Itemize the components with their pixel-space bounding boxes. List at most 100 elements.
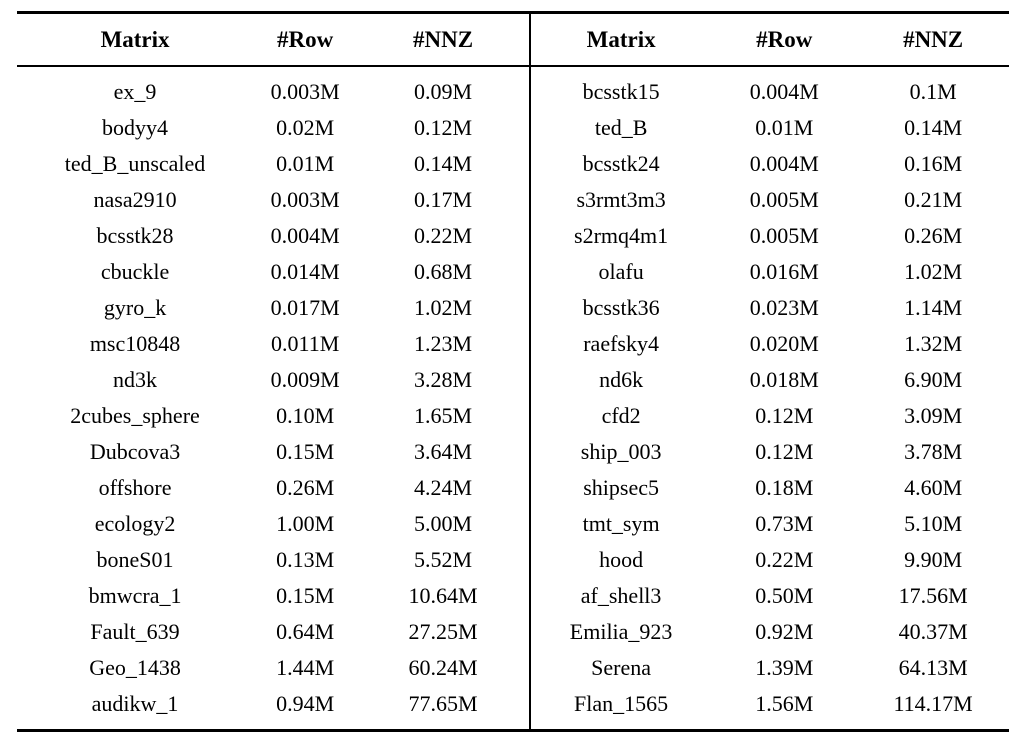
header-matrix-left: Matrix	[17, 12, 254, 67]
nnz-count-cell: 10.64M	[408, 583, 478, 608]
row-count-cell: 0.017M	[270, 295, 340, 320]
matrix-name-cell: hood	[528, 542, 712, 578]
row-count-cell: 0.50M	[755, 583, 814, 608]
matrix-name-cell: gyro_k	[103, 295, 167, 320]
matrix-name-cell: cfd2	[528, 398, 712, 434]
nnz-count-cell: 5.00M	[414, 511, 473, 536]
row-count-cell: 0.004M	[270, 223, 340, 248]
nnz-count-cell: 5.10M	[904, 511, 963, 536]
matrix-name-cell: raefsky4	[528, 326, 712, 362]
matrix-name-cell: ted_B_unscaled	[64, 151, 206, 176]
nnz-count-cell: 5.52M	[414, 547, 473, 572]
nnz-count-cell: 3.78M	[904, 439, 963, 464]
row-count-cell: 0.13M	[276, 547, 335, 572]
nnz-count-cell: 3.09M	[904, 403, 963, 428]
nnz-count-cell: 0.68M	[414, 259, 473, 284]
table-row: nd3k 0.009M 3.28M nd6k 0.018M 6.90M	[17, 362, 1009, 398]
nnz-count-cell: 77.65M	[408, 691, 478, 716]
matrix-name-cell: olafu	[528, 254, 712, 290]
table-row: ted_B_unscaled 0.01M 0.14M bcsstk24 0.004M 0.…	[17, 146, 1009, 182]
matrix-name-cell: bcsstk15	[528, 66, 712, 110]
matrix-name-cell: ex_9	[113, 79, 157, 104]
table-row: gyro_k 0.017M 1.02M bcsstk36 0.023M 1.14M	[17, 290, 1009, 326]
table-row: 2cubes_sphere 0.10M 1.65M cfd2 0.12M 3.09M	[17, 398, 1009, 434]
table-row: bcsstk28 0.004M 0.22M s2rmq4m1 0.005M 0.26M	[17, 218, 1009, 254]
table-body: ex_9 0.003M 0.09M bcsstk15 0.004M 0.1M bodyy4 0…	[17, 66, 1009, 731]
row-count-cell: 0.023M	[749, 295, 819, 320]
matrix-name-cell: audikw_1	[91, 691, 179, 716]
nnz-count-cell: 6.90M	[904, 367, 963, 392]
row-count-cell: 0.15M	[276, 439, 335, 464]
nnz-count-cell: 0.1M	[909, 79, 957, 104]
matrix-name-cell: Flan_1565	[528, 686, 712, 731]
row-count-cell: 0.004M	[749, 151, 819, 176]
row-count-cell: 0.92M	[755, 619, 814, 644]
table-row: ex_9 0.003M 0.09M bcsstk15 0.004M 0.1M	[17, 66, 1009, 110]
row-count-cell: 0.005M	[749, 187, 819, 212]
nnz-count-cell: 9.90M	[904, 547, 963, 572]
matrix-name-cell: s2rmq4m1	[528, 218, 712, 254]
row-count-cell: 0.005M	[749, 223, 819, 248]
header-nnz-right: #NNZ	[857, 12, 1009, 67]
nnz-count-cell: 4.60M	[904, 475, 963, 500]
matrix-name-cell: af_shell3	[528, 578, 712, 614]
header-nnz-left: #NNZ	[357, 12, 530, 67]
matrix-name-cell: Fault_639	[90, 619, 180, 644]
row-count-cell: 0.018M	[749, 367, 819, 392]
row-count-cell: 1.39M	[755, 655, 814, 680]
nnz-count-cell: 1.14M	[904, 295, 963, 320]
row-count-cell: 0.94M	[276, 691, 335, 716]
matrix-name-cell: Dubcova3	[89, 439, 181, 464]
row-count-cell: 0.004M	[749, 79, 819, 104]
nnz-count-cell: 0.26M	[904, 223, 963, 248]
row-count-cell: 0.64M	[276, 619, 335, 644]
row-count-cell: 0.003M	[270, 79, 340, 104]
matrix-name-cell: Emilia_923	[528, 614, 712, 650]
nnz-count-cell: 0.14M	[414, 151, 473, 176]
matrix-name-cell: 2cubes_sphere	[70, 403, 200, 428]
table-row: Geo_1438 1.44M 60.24M Serena 1.39M 64.13M	[17, 650, 1009, 686]
row-count-cell: 0.01M	[755, 115, 814, 140]
table-row: cbuckle 0.014M 0.68M olafu 0.016M 1.02M	[17, 254, 1009, 290]
nnz-count-cell: 1.32M	[904, 331, 963, 356]
nnz-count-cell: 1.02M	[414, 295, 473, 320]
matrix-name-cell: boneS01	[96, 547, 174, 572]
matrix-name-cell: ecology2	[94, 511, 176, 536]
table-row: bmwcra_1 0.15M 10.64M af_shell3 0.50M 17.56M	[17, 578, 1009, 614]
nnz-count-cell: 4.24M	[414, 475, 473, 500]
table-row: msc10848 0.011M 1.23M raefsky4 0.020M 1.32M	[17, 326, 1009, 362]
matrix-name-cell: bcsstk36	[528, 290, 712, 326]
nnz-count-cell: 0.21M	[904, 187, 963, 212]
nnz-count-cell: 114.17M	[893, 691, 973, 716]
nnz-count-cell: 17.56M	[898, 583, 968, 608]
row-count-cell: 0.016M	[749, 259, 819, 284]
matrix-name-cell: Serena	[528, 650, 712, 686]
nnz-count-cell: 0.16M	[904, 151, 963, 176]
matrix-name-cell: bcsstk28	[96, 223, 174, 248]
matrix-name-cell: cbuckle	[100, 259, 170, 284]
table-row: audikw_1 0.94M 77.65M Flan_1565 1.56M 114.17M	[17, 686, 1009, 731]
nnz-count-cell: 0.09M	[414, 79, 473, 104]
matrix-name-cell: offshore	[98, 475, 172, 500]
row-count-cell: 0.18M	[755, 475, 814, 500]
header-row-right: #Row	[711, 12, 858, 67]
row-count-cell: 0.12M	[755, 403, 814, 428]
matrix-name-cell: Geo_1438	[89, 655, 181, 680]
table-header-row: Matrix #Row #NNZ Matrix #Row #NNZ	[17, 12, 1009, 67]
matrix-name-cell: bodyy4	[102, 115, 169, 140]
row-count-cell: 0.003M	[270, 187, 340, 212]
matrix-name-cell: bmwcra_1	[88, 583, 182, 608]
row-count-cell: 0.73M	[755, 511, 814, 536]
nnz-count-cell: 60.24M	[408, 655, 478, 680]
row-count-cell: 1.44M	[276, 655, 335, 680]
table-row: Dubcova3 0.15M 3.64M ship_003 0.12M 3.78M	[17, 434, 1009, 470]
row-count-cell: 0.12M	[755, 439, 814, 464]
matrix-name-cell: tmt_sym	[528, 506, 712, 542]
row-count-cell: 0.15M	[276, 583, 335, 608]
row-count-cell: 0.014M	[270, 259, 340, 284]
row-count-cell: 0.10M	[276, 403, 335, 428]
nnz-count-cell: 64.13M	[898, 655, 968, 680]
nnz-count-cell: 1.65M	[414, 403, 473, 428]
row-count-cell: 0.22M	[755, 547, 814, 572]
